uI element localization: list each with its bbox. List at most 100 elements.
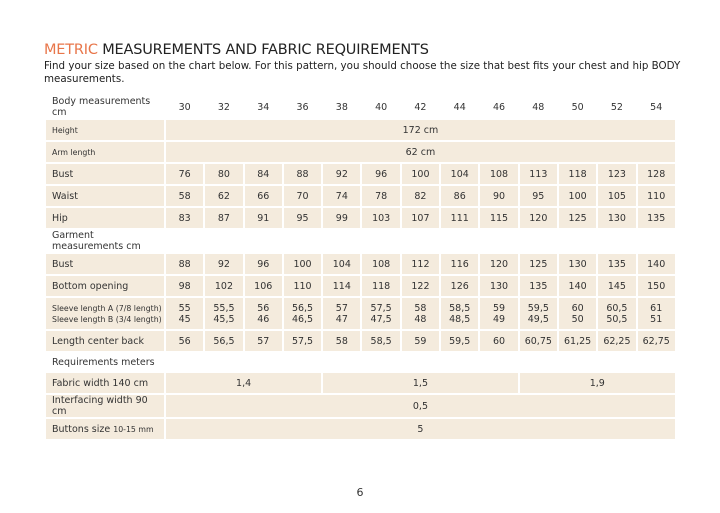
table-cell: 130	[598, 208, 636, 228]
row-label: Fabric width 140 cm	[46, 373, 164, 393]
table-cell: 105	[598, 186, 636, 206]
sleeve-a-value: 57,5	[370, 302, 392, 314]
size-header: 52	[610, 101, 623, 113]
sleeve-b-value: 46,5	[291, 313, 314, 325]
table-cell: 82	[401, 186, 440, 206]
table-row: Bottom opening 98 102 106 110 114 118 122 126 130…	[46, 276, 675, 296]
table-cell: 59,5 49,5	[519, 298, 557, 329]
table-cell: 56,5	[205, 331, 243, 351]
table-cell: 96	[362, 164, 400, 184]
table-row: Height 172 cm	[46, 120, 675, 140]
table-cell: 76	[166, 164, 204, 184]
sleeve-a-value: 58,5	[449, 302, 471, 314]
size-chart-table: Body measurements cm 30 32 34 36 38 40 42 44 46 48…	[44, 94, 677, 441]
table-cell: 56 46	[244, 298, 282, 329]
size-header: 36	[296, 101, 309, 113]
sleeve-a-value: 56	[257, 302, 270, 314]
table-cell: 57	[244, 331, 282, 351]
table-cell: 98	[166, 276, 204, 296]
table-cell: 66	[244, 186, 282, 206]
table-cell: 150	[637, 276, 675, 296]
table-row: Arm length 62 cm	[46, 142, 675, 162]
table-cell: 58,5	[362, 331, 400, 351]
table-row: Bust 88 92 96 100 104 108 112 116 120 125 130 135 140	[46, 254, 675, 274]
table-cell: 125	[519, 254, 557, 274]
table-cell: 145	[598, 276, 636, 296]
size-header: 42	[414, 101, 427, 113]
table-cell: 135	[519, 276, 557, 296]
sleeve-b-value: 46	[257, 313, 270, 325]
row-label: Waist	[46, 186, 164, 206]
table-cell: 60	[480, 331, 518, 351]
table-cell: 56,5 46,5	[283, 298, 322, 329]
table-cell: 70	[283, 186, 322, 206]
table-cell: 123	[598, 164, 636, 184]
table-cell: 86	[441, 186, 479, 206]
table-cell: 95	[519, 186, 557, 206]
table-row: Sleeve length A (7/8 length) Sleeve lengt…	[46, 298, 675, 329]
table-cell: 100	[401, 164, 440, 184]
table-cell: 61 51	[637, 298, 675, 329]
sleeve-a-value: 58	[414, 302, 427, 314]
table-cell: 56	[166, 331, 204, 351]
table-cell: 130	[558, 254, 597, 274]
size-header: 30	[178, 101, 191, 113]
sleeve-a-value: 60,5	[606, 302, 628, 314]
table-cell: 90	[480, 186, 518, 206]
table-cell: 91	[244, 208, 282, 228]
table-cell: 135	[637, 208, 675, 228]
table-cell: 135	[598, 254, 636, 274]
sleeve-b-value: 51	[650, 313, 663, 325]
table-cell: 59,5	[441, 331, 479, 351]
sleeve-b-value: 45	[178, 313, 191, 325]
row-label: Arm length	[46, 142, 164, 162]
section-header: Body measurements cm	[52, 96, 151, 118]
table-cell: 57 47	[323, 298, 361, 329]
table-cell: 88	[166, 254, 204, 274]
table-cell: 118	[558, 164, 597, 184]
sleeve-b-value: 47	[335, 313, 348, 325]
sleeve-b-value: 48	[414, 313, 427, 325]
row-label: Length center back	[46, 331, 164, 351]
table-cell: 113	[519, 164, 557, 184]
table-cell: 95	[283, 208, 322, 228]
size-header: 32	[217, 101, 230, 113]
sleeve-b-value: 49,5	[527, 313, 549, 325]
table-cell: 92	[323, 164, 361, 184]
table-row: Length center back 56 56,5 57 57,5 58 58,5 59 59…	[46, 331, 675, 351]
table-cell: 140	[558, 276, 597, 296]
table-cell: 99	[323, 208, 361, 228]
table-cell: 120	[519, 208, 557, 228]
sleeve-a-value: 61	[650, 302, 663, 314]
size-header: 48	[532, 101, 545, 113]
table-cell: 114	[323, 276, 361, 296]
sleeve-b-value: 50,5	[606, 313, 628, 325]
table-cell: 58 48	[401, 298, 440, 329]
garment-header-row: Garment measurements cm	[46, 230, 675, 252]
table-cell: 92	[205, 254, 243, 274]
row-label: Sleeve length A (7/8 length) Sleeve lengt…	[46, 298, 164, 329]
row-label: Buttons size 10-15 mm	[46, 419, 164, 439]
row-label: Bottom opening	[46, 276, 164, 296]
table-cell: 87	[205, 208, 243, 228]
table-row: Hip 83 87 91 95 99 103 107 111 115 120 125 130 135	[46, 208, 675, 228]
table-cell: 104	[323, 254, 361, 274]
table-cell: 128	[637, 164, 675, 184]
body-header-row: Body measurements cm 30 32 34 36 38 40 42 44 46 48…	[46, 96, 675, 118]
buttons-label: Buttons size	[52, 423, 114, 435]
table-cell: 59 49	[480, 298, 518, 329]
table-cell: 78	[362, 186, 400, 206]
sleeve-b-value: 45,5	[213, 313, 235, 325]
table-cell: 96	[244, 254, 282, 274]
table-cell: 120	[480, 254, 518, 274]
table-cell: 1,5	[323, 373, 518, 393]
row-label: Hip	[46, 208, 164, 228]
table-cell: 112	[401, 254, 440, 274]
row-label: Height	[46, 120, 164, 140]
table-cell: 103	[362, 208, 400, 228]
sleeve-b-value: 47,5	[370, 313, 392, 325]
sleeve-a-value: 60	[571, 302, 584, 314]
table-cell: 60,5 50,5	[598, 298, 636, 329]
requirements-header-row: Requirements meters	[46, 353, 675, 371]
